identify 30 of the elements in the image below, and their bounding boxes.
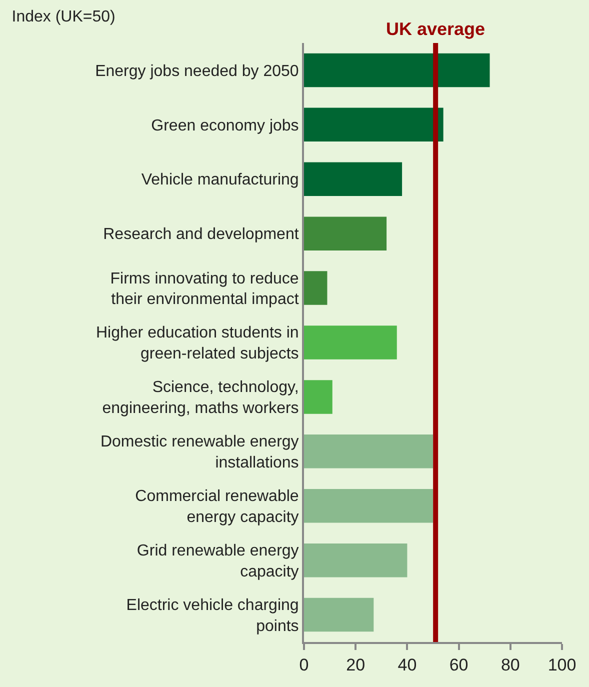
bar [304, 53, 490, 88]
y-tick-label: Vehicle manufacturing [141, 172, 299, 189]
y-tick-label: Energy jobs needed by 2050 [95, 62, 299, 80]
x-tick-label: 80 [500, 655, 520, 674]
text: Index (UK=50) [12, 8, 116, 26]
y-tick-label: Green economy jobs [151, 117, 299, 134]
x-tick-label: 100 [548, 655, 576, 674]
ref-line-label: UK average [386, 19, 486, 39]
y-tick-label: Firms innovating to reduce their environmental impact [110, 270, 300, 308]
bar [304, 434, 433, 468]
bar [304, 598, 374, 632]
y-tick-label: Higher education students in green-related subjects [96, 324, 299, 362]
x-tick-label: 40 [398, 655, 417, 674]
bar [304, 108, 444, 142]
bar [304, 380, 332, 414]
y-tick-label: Electric vehicle charging points [126, 596, 299, 635]
x-tick-label: 20 [346, 655, 366, 674]
y-tick-label: Science, technology, engineering, maths workers [102, 379, 299, 417]
bar [304, 543, 408, 578]
x-tick-label: 0 [299, 655, 309, 674]
bar [304, 326, 397, 360]
y-tick-label: Domestic renewable energy installations [100, 434, 299, 472]
y-tick-label: Grid renewable energy capacity [136, 542, 299, 580]
bar [304, 162, 402, 196]
bar [304, 216, 387, 250]
bar [304, 271, 328, 305]
x-tick-label: 60 [449, 655, 468, 674]
bar [304, 488, 433, 523]
y-tick-label: Research and development [103, 226, 300, 244]
y-tick-label: Commercial renewable energy capacity [135, 488, 299, 526]
